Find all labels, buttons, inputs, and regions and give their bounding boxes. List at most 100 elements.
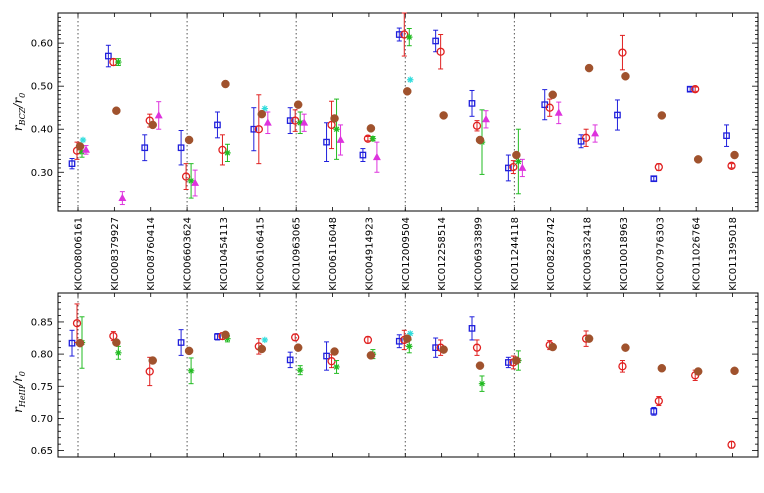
data-point [148,120,157,130]
y-tick-label: 0.85 [31,317,53,328]
data-point [727,440,736,449]
panel-top: rBCZ/r0 0.30 0.40 0.50 0.60 [11,12,759,212]
ylabel-bottom-den: /r [11,375,25,387]
star-label: KIC012009504 [401,217,412,291]
data-point [505,164,512,172]
data-point [621,343,630,352]
data-point [177,144,185,152]
star-label: KIC010454113 [219,217,230,291]
y-tick-label: 0.75 [31,382,53,393]
data-point [184,346,194,356]
data-point [395,31,403,38]
data-point [618,48,627,57]
data-point [112,106,121,115]
series-brown-dot [75,330,739,376]
data-point [68,160,76,168]
data-point [403,334,412,343]
data-point [693,367,703,376]
star-label: KIC011395018 [728,217,739,291]
data-point [475,135,485,145]
data-point [359,151,367,159]
data-point [257,109,267,119]
y-tick-label: 0.65 [31,446,53,457]
data-point [184,135,194,145]
data-point [403,87,412,96]
y-tick-label: 0.40 [31,125,53,136]
data-point [548,342,557,352]
series-magenta-triangle [82,101,600,206]
star-label: KIC006116048 [328,217,339,291]
data-point [221,330,230,340]
series-green-star [78,316,522,392]
data-point [224,149,231,157]
data-point [436,47,445,56]
data-point [300,118,309,126]
data-point [693,155,703,164]
data-point [581,133,591,142]
data-point [512,150,521,160]
data-point [727,161,736,170]
series-cyan-star [79,76,414,144]
ylabel-bottom: rHeIII/r0 [11,371,27,413]
data-point [407,76,414,83]
data-point [406,343,413,350]
data-point [618,362,627,371]
data-point [691,85,700,94]
data-point [654,162,663,172]
data-point [293,100,303,109]
star-label: KIC008379927 [110,217,121,291]
data-point [250,125,258,133]
data-point [333,126,340,133]
data-point [584,334,594,343]
data-point [468,100,476,107]
data-point [333,363,340,371]
data-point [654,396,663,406]
data-point [224,335,231,342]
star-label: KIC006933899 [474,217,485,291]
data-point [323,138,330,146]
star-label: KIC004914923 [364,217,375,291]
star-label: KIC011026764 [692,217,703,291]
data-point [323,352,330,360]
data-point [293,343,303,352]
data-point [439,345,448,354]
star-label: KIC008006161 [74,217,85,291]
data-point [115,349,122,357]
data-point [148,356,157,365]
data-point [336,135,345,143]
data-point [263,118,272,126]
y-tick-label: 0.80 [31,350,53,361]
data-point [105,52,112,60]
ylabel-top-den-sub: 0 [18,93,27,98]
star-label: KIC008228742 [546,217,557,291]
data-point [366,124,376,133]
data-point [518,163,527,171]
data-point [407,330,414,337]
data-point [363,335,373,345]
star-label: KIC007976303 [655,217,666,291]
data-point [515,158,522,165]
data-point [291,333,300,342]
data-point [261,336,269,344]
data-point [286,356,294,364]
series-brown-dot [75,63,739,164]
data-point [154,111,163,119]
data-point [218,145,227,155]
ylabel-bottom-den-sub: 0 [18,371,27,376]
star-label: KIC010963065 [292,217,303,291]
data-point [509,162,518,172]
data-point [191,178,200,186]
data-point [330,347,339,356]
data-point [505,359,512,366]
data-point [369,135,377,142]
data-point [75,142,85,151]
data-point [261,105,269,112]
data-point [475,361,485,370]
data-point [221,79,230,89]
data-point [472,121,482,130]
data-point [177,339,185,346]
star-label: KIC006106415 [255,217,266,291]
data-point [591,129,600,137]
data-point [406,33,413,41]
